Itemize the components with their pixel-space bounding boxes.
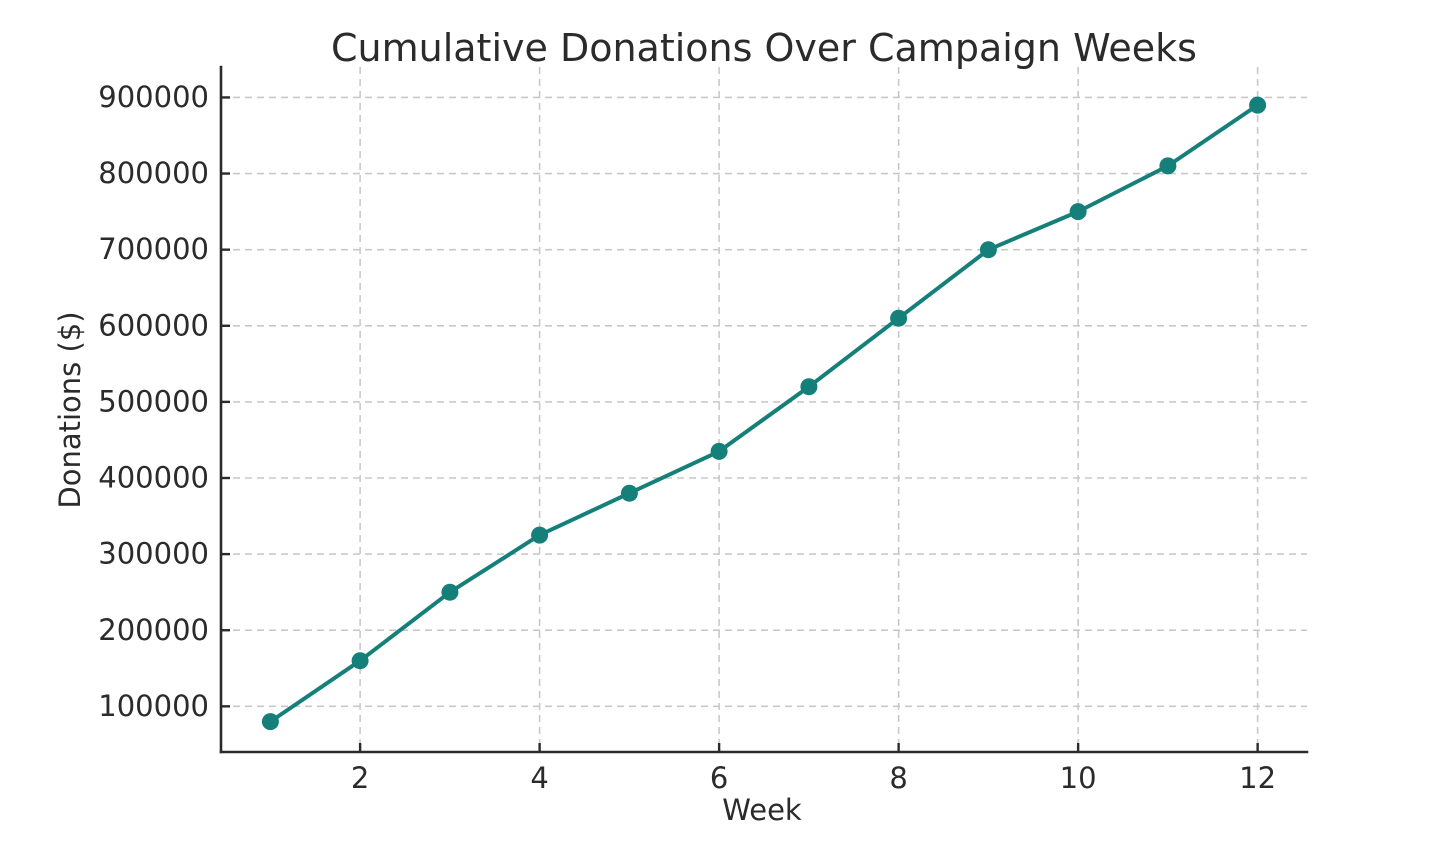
y-tick-label: 200000 xyxy=(98,613,209,647)
data-point xyxy=(710,442,728,460)
y-tick-label: 700000 xyxy=(98,232,209,266)
y-tick-label: 300000 xyxy=(98,537,209,571)
x-tick-label: 6 xyxy=(710,761,728,795)
data-point xyxy=(441,583,459,601)
donations-line xyxy=(268,103,1260,724)
y-tick-label: 600000 xyxy=(98,308,209,342)
data-point xyxy=(620,484,638,502)
y-axis-label: Donations ($) xyxy=(53,311,87,508)
x-tick-label: 4 xyxy=(530,761,548,795)
y-tick-label: 400000 xyxy=(98,461,209,495)
data-point xyxy=(351,652,369,670)
data-point xyxy=(1159,157,1177,175)
y-tick-label: 800000 xyxy=(98,156,209,190)
data-point xyxy=(890,309,908,327)
x-tick-label: 8 xyxy=(889,761,907,795)
data-point xyxy=(1249,96,1267,114)
x-tick-label: 12 xyxy=(1239,761,1276,795)
chart-title: Cumulative Donations Over Campaign Weeks xyxy=(331,26,1197,70)
data-point xyxy=(531,526,549,544)
data-point xyxy=(1069,203,1087,221)
data-point xyxy=(261,713,279,731)
x-tick-label: 2 xyxy=(351,761,369,795)
x-tick-label: 10 xyxy=(1060,761,1097,795)
y-tick-label: 100000 xyxy=(98,689,209,723)
chart-plot-area: 100000 200000 300000 400000 500000 600000 7000… xyxy=(98,65,1309,795)
y-tick-label: 500000 xyxy=(98,384,209,418)
data-point xyxy=(800,378,818,396)
data-point xyxy=(979,241,997,259)
y-tick-label: 900000 xyxy=(98,80,209,114)
x-axis-label: Week xyxy=(722,793,802,827)
